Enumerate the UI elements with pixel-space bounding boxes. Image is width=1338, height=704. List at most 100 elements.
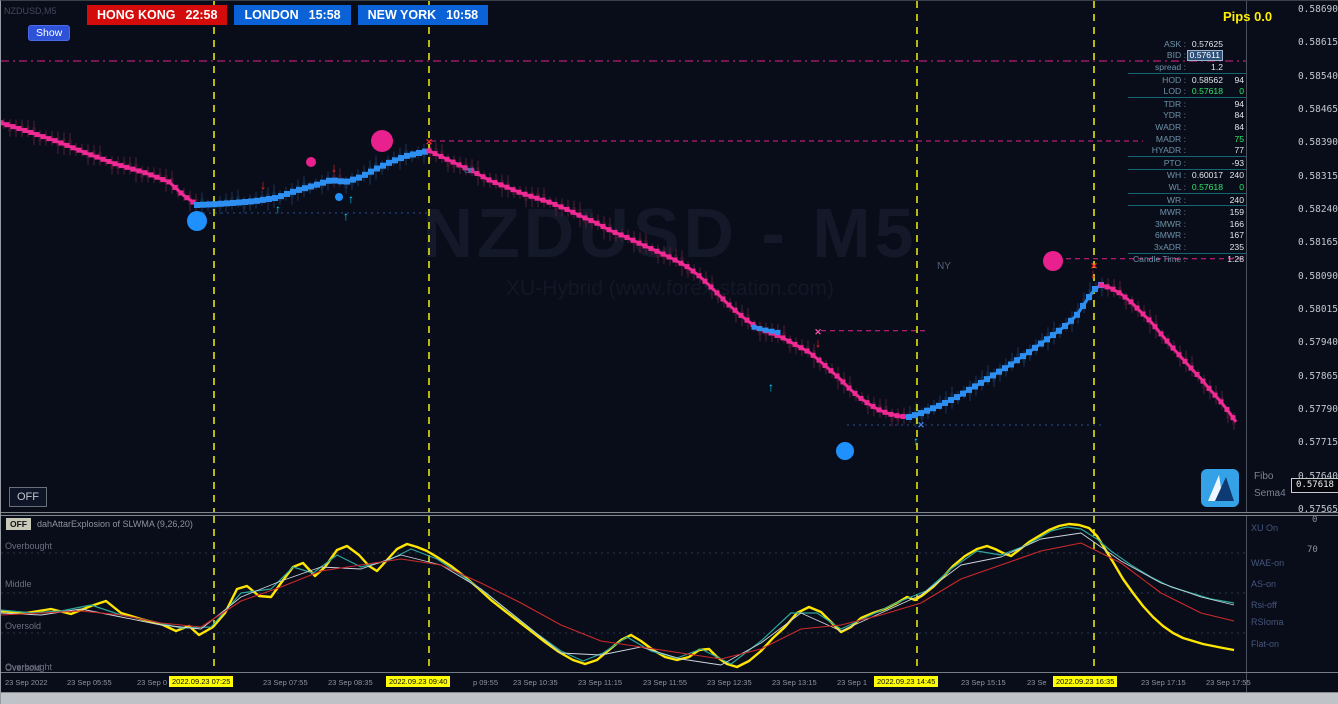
candle-body [98,152,102,159]
close-mark-icon: ✕ [1090,261,1098,271]
indicator-off-button[interactable]: OFF [6,518,31,530]
quote-value: 0.58562 [1191,74,1223,85]
close-mark-icon: ✕ [814,327,822,337]
buy-arrow-icon: ↑ [275,202,281,216]
ma-blue-2 [908,283,1102,419]
price-scale-label: 0.58090 [1297,270,1338,282]
time-axis[interactable]: 23 Sep 2022 23 Sep 05:55 23 Sep 0 2022.09.2… [1,673,1338,692]
candle-body [1088,288,1092,296]
quote-label: 6MWR : [1154,230,1186,241]
time-label: 23 Sep 05:55 [67,678,112,687]
indicator-name-label: dahAttarExplosion of SLWMA (9,26,20) [37,519,193,529]
ma-blue-2-squares [906,282,1104,420]
oscillator-zone-label: Oversold [5,621,42,631]
quote-value: 0.57618 [1191,86,1223,97]
session-name: HONG KONG [97,8,176,22]
oscillator-canvas[interactable] [1,516,1247,673]
quote-row: WH : 0.60017 240 [1128,170,1246,182]
session-bar: HONG KONG 22:58 LONDON 15:58 NEW YORK 10… [87,5,489,25]
window-bottom-strip [1,692,1338,704]
quote-row: LOD : 0.57618 0 [1128,85,1246,98]
buy-arrow-icon: ↑ [768,380,774,394]
price-scale-label: 0.57565 [1297,503,1338,515]
time-label: 23 Sep 12:35 [707,678,752,687]
quote-label: MADR : [1155,133,1186,144]
quote-value: -93 [1231,157,1244,168]
oscillator-zone-label: Oversold [5,663,42,673]
quote-panel: ASK :0.57625 BID :0.57611 spread :1.2 HOD :… [1128,38,1246,265]
quote-value: 84 [1234,121,1244,132]
time-label: p 09:55 [473,678,499,687]
price-scale[interactable]: 0.57618 Fibo Sema4 0.58690 0.58615 0.58540… [1246,1,1338,692]
indicator-toggle-label[interactable]: WAE-on [1251,558,1285,568]
sell-arrow-icon: ↓ [331,160,338,175]
session-badge-newyork[interactable]: NEW YORK 10:58 [357,5,489,25]
candles-layer [2,118,1236,430]
panel-divider-bottom [1,672,1338,673]
quote-label: WL : [1168,181,1186,192]
oscillator-series-main-yellow [1,522,1235,669]
indicator-toggle-label[interactable]: RSIoma [1251,617,1284,627]
time-label: 23 Sep 17:15 [1141,678,1186,687]
price-marker-box: 0.57618 [1291,478,1338,493]
candle-body [128,162,132,169]
quote-label: HOD : [1162,74,1186,85]
candle-body [572,206,576,213]
time-label: 23 Sep 15:15 [961,678,1006,687]
signal-dot [1043,251,1063,271]
quote-row: MWR : 159 [1128,206,1246,218]
sell-arrow-icon: ↓ [1090,266,1097,281]
panel-divider-top[interactable] [1,512,1338,516]
price-scale-label: 0.58390 [1297,137,1338,149]
oscillator-zone-label: Overbought [5,541,53,551]
quote-label: Candle Time : [1132,254,1186,265]
candle-body [236,196,240,202]
sell-arrow-icon: ↓ [260,177,267,192]
price-scale-label: 0.58615 [1297,37,1338,49]
quote-value: 0.57611 [1186,49,1223,61]
time-label: 23 Sep 1 [837,678,868,687]
indicator-toggle-label[interactable]: Flat-on [1251,639,1280,649]
quote-value: 0.57625 [1191,38,1223,49]
quote-row: WADR : 84 [1128,121,1246,133]
chart-symbol-label: NZDUSD,M5 [4,6,57,16]
candle-body [884,405,888,412]
candle-body [158,173,162,179]
fibo-label[interactable]: Fibo [1254,471,1274,482]
indicator-toggle-label[interactable]: AS-on [1251,579,1277,589]
show-button[interactable]: Show [28,25,71,41]
indicator-toggle-label[interactable]: XU On [1251,523,1279,533]
session-time: 22:58 [185,8,218,22]
quote-label: TDR : [1163,98,1186,109]
oscillator-scale-label: 0 [1312,515,1318,525]
time-label: 23 Sep 13:15 [772,678,817,687]
ma-blue-1-squares [194,148,428,208]
price-scale-label: 0.58315 [1297,170,1338,182]
candle-body [38,133,42,142]
chart-off-button[interactable]: OFF [9,487,47,507]
session-badge-hongkong[interactable]: HONG KONG 22:58 [87,5,228,25]
quote-value: 167 [1229,230,1244,241]
sema4-label[interactable]: Sema4 [1254,488,1286,499]
candle-body [986,371,990,378]
chart-inline-label: NY [937,261,951,272]
bid-price-box: 0.57611 [1186,49,1223,61]
session-name: LONDON [244,8,299,22]
quote-value: 240 [1229,194,1244,205]
ma-blue-mid-squares [751,324,781,335]
quote-row: ASK : 0.57625 [1128,38,1246,50]
quote-row: YDR : 84 [1128,110,1246,122]
candle-body [1052,327,1056,336]
buy-arrow-icon: ↑ [343,209,349,223]
quote-row: WL : 0.57618 0 [1128,181,1246,194]
indicator-toggle-label[interactable]: Rsi-off [1251,600,1277,610]
oscillator-series-signal-white [1,532,1235,666]
quote-label: BID : [1166,50,1186,61]
sell-arrow-icon: ↓ [815,335,822,350]
session-badge-london[interactable]: LONDON 15:58 [234,5,351,25]
quote-value: 77 [1234,145,1244,156]
candle-body [440,150,444,157]
price-scale-label: 0.57640 [1297,470,1338,482]
